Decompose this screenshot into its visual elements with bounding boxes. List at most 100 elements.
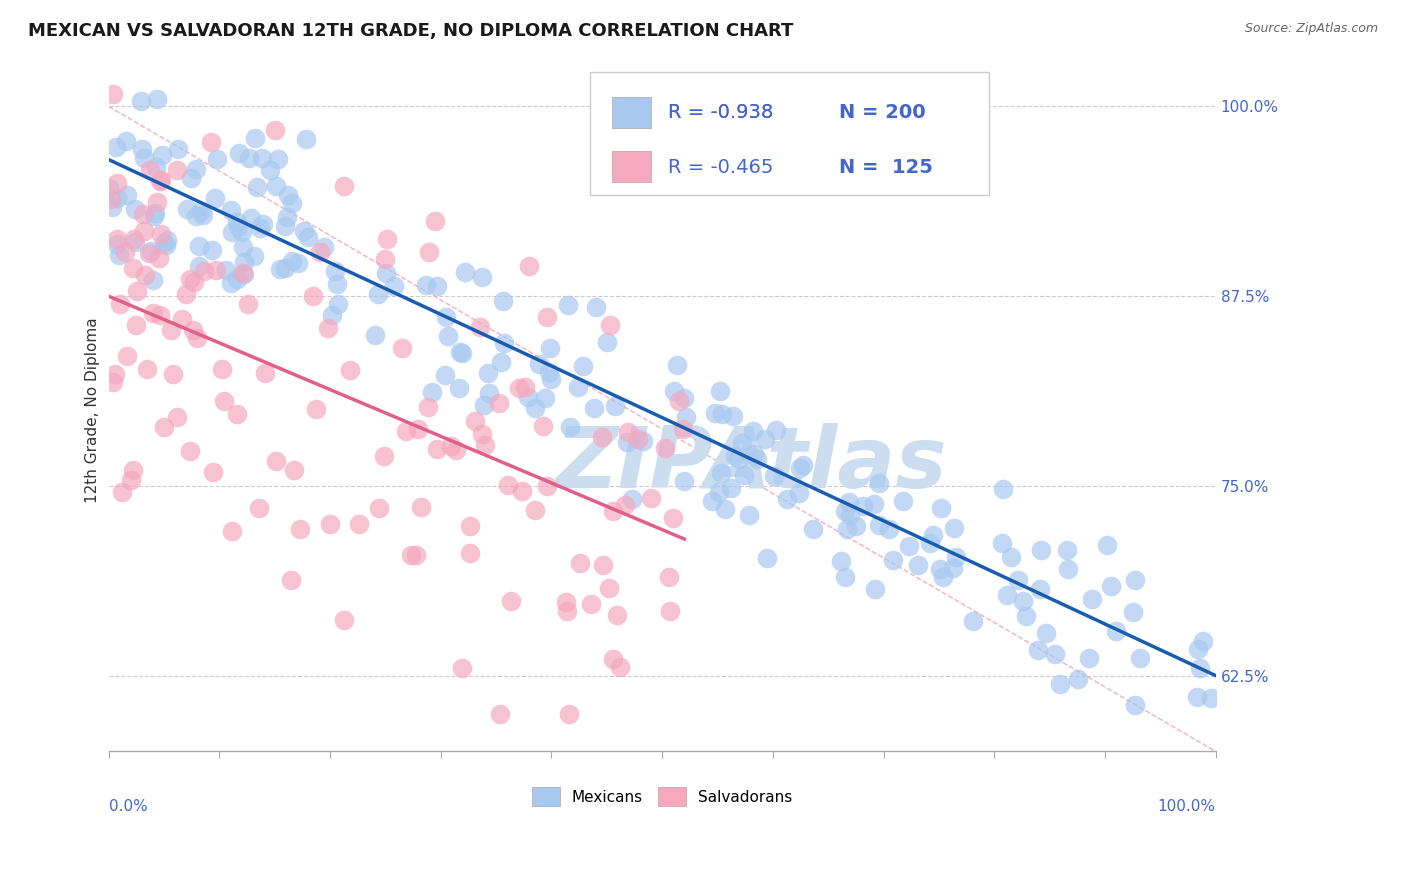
- Point: [425, 213, 447, 227]
- Point: [167, 142, 190, 156]
- Point: [409, 500, 432, 514]
- Point: [269, 262, 291, 277]
- Point: [995, 588, 1018, 602]
- Point: [259, 163, 281, 178]
- Point: [249, 221, 271, 235]
- Point: [183, 275, 205, 289]
- FancyBboxPatch shape: [613, 96, 651, 128]
- Point: [932, 570, 955, 584]
- Point: [470, 319, 492, 334]
- Point: [1187, 642, 1209, 657]
- Point: [517, 390, 540, 404]
- Point: [731, 436, 754, 450]
- Point: [747, 452, 769, 467]
- Point: [263, 122, 285, 136]
- Point: [105, 191, 128, 205]
- Point: [529, 357, 551, 371]
- Point: [659, 604, 682, 618]
- Point: [710, 467, 733, 481]
- Point: [145, 160, 167, 174]
- Point: [155, 238, 177, 252]
- Point: [97, 181, 120, 195]
- Point: [792, 458, 814, 472]
- Point: [103, 87, 125, 101]
- Point: [869, 518, 891, 533]
- Point: [922, 528, 945, 542]
- Point: [1056, 561, 1078, 575]
- Point: [494, 335, 516, 350]
- Point: [665, 358, 688, 372]
- Point: [440, 439, 463, 453]
- Point: [132, 224, 155, 238]
- Point: [606, 608, 628, 623]
- Point: [596, 335, 619, 350]
- Text: 100.0%: 100.0%: [1157, 799, 1216, 814]
- Point: [323, 263, 346, 277]
- Point: [834, 504, 856, 518]
- Point: [219, 277, 242, 291]
- Point: [454, 265, 477, 279]
- Point: [281, 196, 304, 211]
- Point: [1056, 543, 1078, 558]
- Point: [609, 659, 631, 673]
- Point: [633, 434, 655, 449]
- Point: [252, 217, 274, 231]
- Point: [139, 244, 162, 258]
- Point: [122, 260, 145, 275]
- Point: [523, 401, 546, 416]
- Point: [312, 240, 335, 254]
- Text: R = -0.465: R = -0.465: [668, 158, 773, 177]
- Point: [513, 380, 536, 394]
- Point: [602, 503, 624, 517]
- Point: [472, 398, 495, 412]
- Point: [226, 220, 249, 235]
- Point: [1080, 591, 1102, 606]
- Point: [426, 278, 449, 293]
- Legend: Mexicans, Salvadorans: Mexicans, Salvadorans: [526, 781, 799, 812]
- Point: [1035, 626, 1057, 640]
- Point: [1049, 676, 1071, 690]
- Point: [149, 308, 172, 322]
- Point: [877, 522, 900, 536]
- Point: [238, 297, 260, 311]
- Text: N = 200: N = 200: [839, 103, 927, 122]
- Point: [599, 318, 621, 332]
- Point: [211, 362, 233, 376]
- Point: [709, 485, 731, 500]
- Point: [149, 173, 172, 187]
- Point: [591, 430, 613, 444]
- Point: [434, 310, 457, 325]
- Point: [105, 231, 128, 245]
- Point: [395, 424, 418, 438]
- Point: [186, 209, 208, 223]
- Point: [621, 492, 644, 507]
- Point: [672, 474, 695, 488]
- Point: [308, 245, 330, 260]
- Point: [962, 614, 984, 628]
- Point: [555, 604, 578, 618]
- Point: [174, 287, 197, 301]
- Text: R = -0.938: R = -0.938: [668, 103, 773, 122]
- Text: MEXICAN VS SALVADORAN 12TH GRADE, NO DIPLOMA CORRELATION CHART: MEXICAN VS SALVADORAN 12TH GRADE, NO DIP…: [28, 22, 793, 40]
- Text: N =  125: N = 125: [839, 158, 934, 177]
- Point: [801, 522, 824, 536]
- Point: [302, 289, 325, 303]
- Point: [1125, 698, 1147, 712]
- Point: [458, 518, 481, 533]
- Point: [114, 245, 136, 260]
- Point: [742, 425, 765, 439]
- Point: [418, 245, 440, 260]
- Point: [891, 494, 914, 508]
- Point: [399, 548, 422, 562]
- Point: [347, 517, 370, 532]
- Point: [882, 553, 904, 567]
- Point: [205, 263, 228, 277]
- Point: [226, 214, 249, 228]
- Point: [125, 284, 148, 298]
- Point: [579, 597, 602, 611]
- Point: [191, 208, 214, 222]
- FancyBboxPatch shape: [613, 151, 651, 182]
- Point: [138, 245, 160, 260]
- Point: [228, 145, 250, 160]
- Point: [450, 346, 472, 360]
